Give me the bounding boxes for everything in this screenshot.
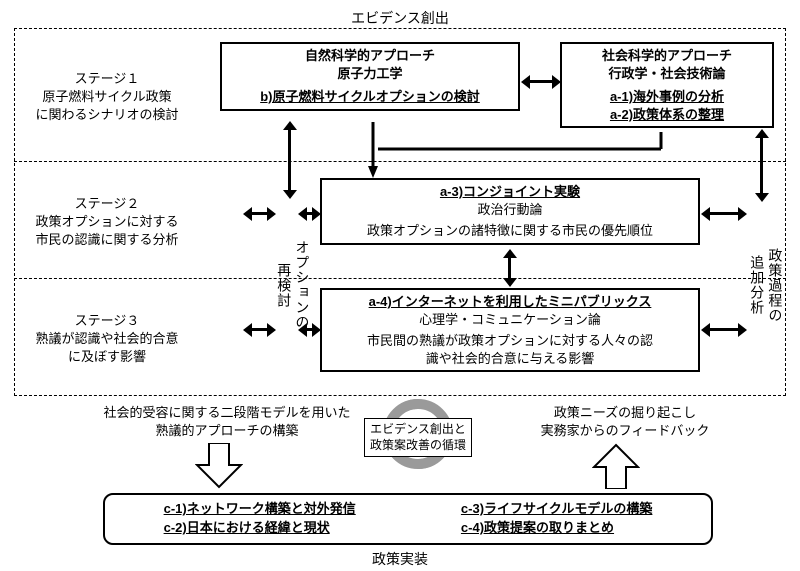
- c1: c-1)ネットワーク構築と対外発信: [164, 500, 356, 519]
- box-social-science: 社会科学的アプローチ 行政学・社会技術論 a-1)海外事例の分析 a-2)政策体…: [560, 42, 774, 128]
- arrow-nat-down: [368, 122, 378, 178]
- arrow-left-mini-b: [307, 328, 312, 331]
- vlabel-left: オプションの再検討: [275, 200, 311, 370]
- stage2-label: ステージ２ 政策オプションに対する市民の認識に関する分析: [22, 195, 192, 250]
- stage-separator-2: [14, 278, 786, 279]
- stage2-desc: 政策オプションに対する市民の認識に関する分析: [35, 214, 178, 247]
- c4: c-4)政策提案の取りまとめ: [461, 519, 652, 538]
- arrow-left-conj-b: [307, 212, 312, 215]
- c2: c-2)日本における経緯と現状: [164, 519, 356, 538]
- stage1-label: ステージ１ 原子燃料サイクル政策に関わるシナリオの検討: [22, 70, 192, 125]
- arrow-soc-down: [656, 132, 666, 178]
- cycle-label: エビデンス創出と政策案改善の循環: [364, 418, 472, 457]
- stage1-desc: 原子燃料サイクル政策に関わるシナリオの検討: [35, 89, 178, 122]
- mini-body: 市民間の熟議が政策オプションに対する人々の認識や社会的合意に与える影響: [326, 332, 694, 367]
- arrow-left-conj-a: [252, 212, 267, 215]
- title-bottom: 政策実装: [0, 549, 800, 569]
- box-conjoint: a-3)コンジョイント実験 政治行動論 政策オプションの諸特徴に関する市民の優先…: [320, 178, 700, 245]
- big-arrow-down: [195, 443, 243, 489]
- arrow-conj-mini: [508, 258, 511, 278]
- cycle-graphic: エビデンス創出と政策案改善の循環: [358, 398, 478, 472]
- box-natural-science: 自然科学的アプローチ 原子力工学 b)原子燃料サイクルオプションの検討: [220, 42, 520, 111]
- stage3-label: ステージ３ 熟議が認識や社会的合意に及ぼす影響: [22, 312, 192, 367]
- title-top: エビデンス創出: [0, 8, 800, 28]
- box-minipublics: a-4)インターネットを利用したミニパブリックス 心理学・コミュニケーション論 …: [320, 288, 700, 372]
- arrow-policy-analysis: [760, 138, 763, 193]
- arrow-option-review: [288, 130, 291, 190]
- big-arrow-up: [592, 443, 640, 489]
- flow-right-label: 政策ニーズの掘り起こし実務家からのフィードバック: [510, 404, 740, 439]
- flow-left-label: 社会的受容に関する二段階モデルを用いた熟議的アプローチの構築: [82, 404, 372, 439]
- arrow-right-conj: [710, 212, 738, 215]
- arrow-topboxes: [530, 80, 552, 83]
- stage3-desc: 熟議が認識や社会的合意に及ぼす影響: [35, 331, 178, 364]
- c3: c-3)ライフサイクルモデルの構築: [461, 500, 652, 519]
- vlabel-right: 政策過程の追加分析: [748, 200, 784, 370]
- arrow-left-mini-a: [252, 328, 267, 331]
- policy-implementation-box: c-1)ネットワーク構築と対外発信 c-2)日本における経緯と現状 c-3)ライ…: [103, 493, 713, 545]
- arrow-right-mini: [710, 328, 738, 331]
- stage-separator-1: [14, 161, 786, 162]
